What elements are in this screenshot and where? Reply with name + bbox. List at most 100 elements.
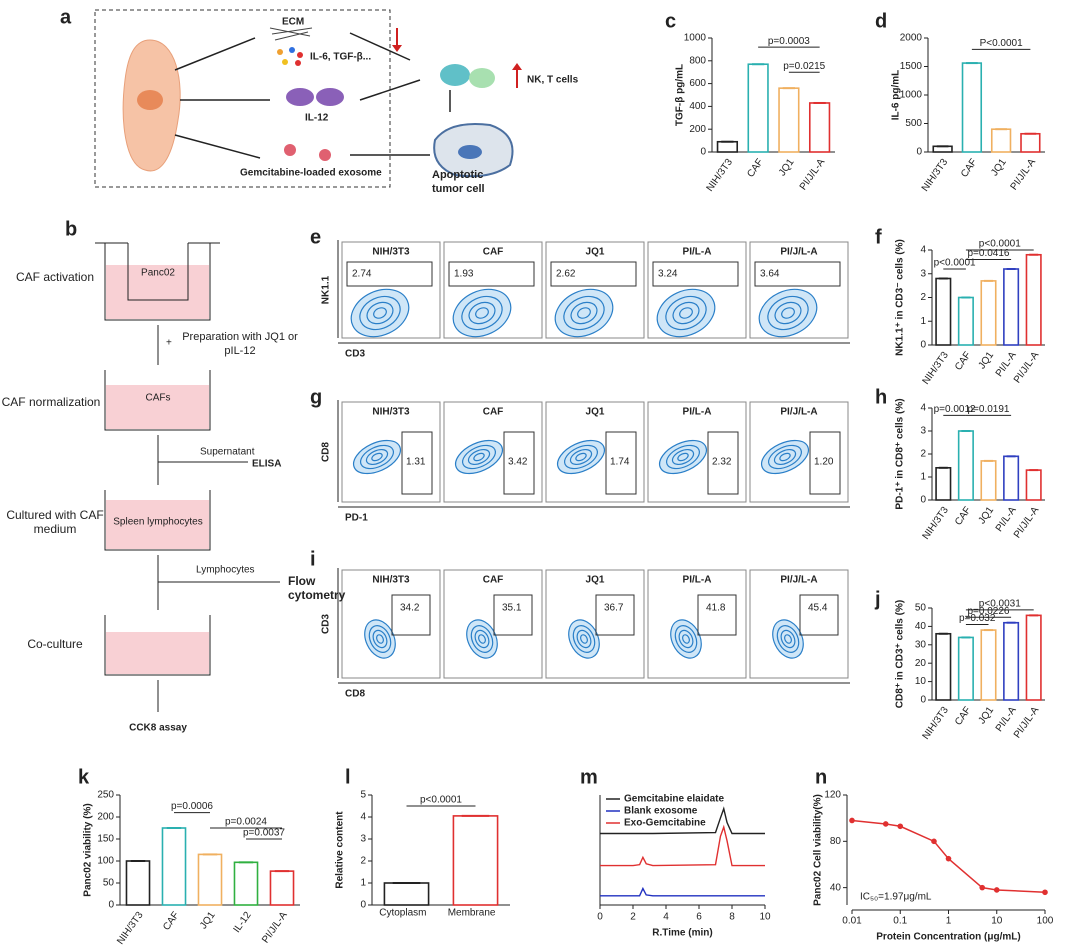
contour [773,448,797,466]
y-tick-label: 0 [920,340,926,351]
panel-letter: j [874,588,881,610]
p-value: p<0.0031 [979,598,1021,609]
dot [277,49,283,55]
contour [466,619,498,659]
nucleus [137,90,163,110]
y-tick-label: 5 [360,790,366,801]
label: + [166,338,172,349]
contour [373,307,387,319]
arrows-a [174,32,451,159]
gate-value: 3.64 [760,269,780,280]
bar [990,128,1012,153]
label: IL-12 [305,113,329,124]
gate [799,594,839,636]
y-tick-label: 1000 [684,33,707,44]
contour [678,629,694,649]
contour [580,634,588,644]
exosome [284,144,296,156]
contour [452,288,512,338]
contour [467,448,491,466]
bar [957,296,974,346]
legend-label: Exo-Gemcitabine [624,818,706,829]
contour [365,448,389,466]
contour [359,295,401,331]
p-value: p<0.0001 [934,258,976,269]
flow-plot [545,401,645,503]
flow-arrows [157,325,280,712]
contour [366,301,394,325]
label: ELISA [252,459,281,470]
x-tick-label: JQ1 [977,350,997,372]
contour [461,295,503,331]
p-value: p=0.0226 [968,606,1010,617]
x-tick-label: CAF [959,157,979,180]
group-title: PI/J/L-A [780,575,817,586]
dot [289,47,295,53]
point [993,887,1000,893]
y-tick-label: 20 [915,658,927,669]
group-title: PI/J/L-A [780,247,817,258]
contour [350,288,410,338]
contour [772,619,804,659]
bar [808,102,831,153]
p-value: p=0.0024 [225,817,267,828]
group-title: NIH/3T3 [372,247,410,258]
bar [957,636,974,701]
x-tick-label: 1 [946,916,952,927]
gate [493,594,533,636]
bar [1020,132,1041,153]
x-axis-label: CD8 [345,689,365,700]
bar [161,827,187,906]
y-tick-label: 200 [689,124,706,135]
label: Cultured with CAF medium [6,508,104,536]
bar [716,140,739,153]
y-axis-label: PD-1⁺ in CD8⁺ cells (%) [895,398,906,509]
contour [774,301,802,325]
flow-plot [443,569,543,679]
x-tick-label: NIH/3T3 [921,505,952,542]
gate-value: 1.20 [814,457,834,468]
group-title: PI/L-A [683,247,712,258]
x-tick-label: 10 [759,912,771,923]
x-tick-label: NIH/3T3 [705,157,736,194]
panel-letter: f [875,226,882,248]
contour [666,444,700,470]
contour [372,629,388,649]
contour [473,452,485,462]
il12-blob [316,88,344,106]
y-tick-label: 3 [920,268,926,279]
contour [572,625,596,653]
gate [754,261,841,287]
contour [576,629,592,649]
flow-plot [341,569,441,679]
bar [233,861,259,906]
y-tick-label: 500 [905,118,922,129]
x-tick-label: JQ1 [777,157,797,179]
label: CCK8 assay [129,723,187,734]
x-tick-label: 0.01 [842,916,862,927]
contour [679,307,693,319]
bar [935,277,952,346]
bar [1003,621,1020,701]
y-tick-label: 50 [915,603,927,614]
contour [564,444,598,470]
y-tick-label: 3 [360,834,366,845]
y-tick-label: 0 [920,695,926,706]
y-tick-label: 40 [830,882,842,893]
contour [781,307,795,319]
contour [670,619,702,659]
group-title: CAF [483,407,504,418]
x-tick-label: JQ1 [977,705,997,727]
label: IL-6, TGF-β... [310,52,371,63]
x-tick-label: CAF [953,505,973,528]
bar [980,460,997,501]
gate-value: 35.1 [502,603,522,614]
p-value: p=0.0037 [243,828,285,839]
y-tick-label: 800 [689,55,706,66]
x-tick-label: JQ1 [977,505,997,527]
x-axis-label: PD-1 [345,513,368,524]
contour [760,439,810,475]
label: Preparation with JQ1 or pIL-12 [182,331,298,357]
x-tick-label: Membrane [448,908,496,919]
p-value: p=0.0012 [934,404,976,415]
